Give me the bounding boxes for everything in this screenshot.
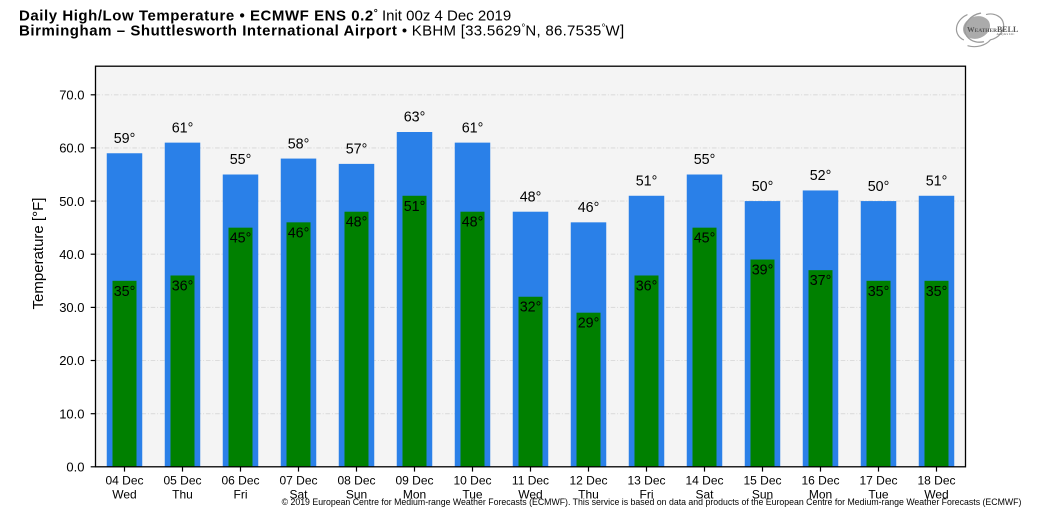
svg-text:WEATHERBELL: WEATHERBELL [967, 25, 1018, 34]
svg-text:55°: 55° [694, 152, 716, 168]
svg-text:30.0: 30.0 [59, 300, 84, 315]
svg-text:© 2019 European Centre for Med: © 2019 European Centre for Medium-range … [282, 497, 1022, 507]
svg-text:50°: 50° [752, 179, 774, 195]
svg-text:35°: 35° [868, 284, 890, 300]
svg-text:48°: 48° [346, 215, 368, 231]
svg-text:36°: 36° [636, 279, 658, 295]
svg-text:11 Dec: 11 Dec [512, 474, 549, 488]
svg-text:Sat: Sat [695, 488, 714, 502]
svg-text:45°: 45° [230, 231, 252, 247]
svg-text:07 Dec: 07 Dec [279, 474, 317, 488]
svg-text:52°: 52° [810, 168, 832, 184]
svg-text:50°: 50° [868, 179, 890, 195]
svg-text:Tue: Tue [462, 488, 483, 502]
svg-text:Fri: Fri [234, 488, 248, 502]
svg-text:Fri: Fri [640, 488, 654, 502]
svg-text:Wed: Wed [518, 488, 542, 502]
svg-text:51°: 51° [404, 199, 426, 215]
svg-text:50.0: 50.0 [59, 194, 84, 209]
svg-text:10.0: 10.0 [59, 406, 84, 421]
svg-text:13 Dec: 13 Dec [627, 474, 665, 488]
svg-text:32°: 32° [520, 300, 542, 316]
svg-text:0.0: 0.0 [66, 460, 84, 475]
svg-text:37°: 37° [810, 273, 832, 289]
svg-text:Daily High/Low Temperature • E: Daily High/Low Temperature • ECMWF ENS 0… [19, 7, 511, 24]
svg-text:08 Dec: 08 Dec [337, 474, 375, 488]
svg-text:Birmingham – Shuttlesworth Int: Birmingham – Shuttlesworth International… [19, 22, 624, 39]
svg-text:40.0: 40.0 [59, 247, 84, 262]
svg-text:63°: 63° [404, 110, 426, 126]
svg-text:17 Dec: 17 Dec [859, 474, 897, 488]
svg-text:06 Dec: 06 Dec [221, 474, 259, 488]
svg-text:51°: 51° [636, 174, 658, 190]
svg-text:57°: 57° [346, 142, 368, 158]
svg-text:45°: 45° [694, 231, 716, 247]
svg-text:Mon: Mon [403, 488, 426, 502]
svg-text:Wed: Wed [924, 488, 948, 502]
svg-text:55°: 55° [230, 152, 252, 168]
svg-text:35°: 35° [114, 284, 136, 300]
svg-text:58°: 58° [288, 136, 310, 152]
svg-text:61°: 61° [172, 120, 194, 136]
svg-text:Temperature [°F]: Temperature [°F] [30, 198, 47, 310]
svg-text:35°: 35° [926, 284, 948, 300]
svg-text:Mon: Mon [809, 488, 832, 502]
svg-text:04 Dec: 04 Dec [105, 474, 143, 488]
svg-text:48°: 48° [462, 215, 484, 231]
svg-text:15 Dec: 15 Dec [743, 474, 781, 488]
svg-text:Thu: Thu [578, 488, 599, 502]
svg-text:61°: 61° [462, 120, 484, 136]
svg-text:05 Dec: 05 Dec [163, 474, 201, 488]
svg-text:Wed: Wed [112, 488, 136, 502]
svg-text:20.0: 20.0 [59, 353, 84, 368]
svg-text:60.0: 60.0 [59, 141, 84, 156]
svg-text:14 Dec: 14 Dec [685, 474, 723, 488]
svg-text:46°: 46° [578, 200, 600, 216]
svg-text:48°: 48° [520, 189, 542, 205]
svg-text:51°: 51° [926, 174, 948, 190]
svg-text:12 Dec: 12 Dec [569, 474, 607, 488]
svg-text:Sat: Sat [289, 488, 308, 502]
svg-text:36°: 36° [172, 279, 194, 295]
svg-text:16 Dec: 16 Dec [801, 474, 839, 488]
svg-text:29°: 29° [578, 316, 600, 332]
svg-text:70.0: 70.0 [59, 88, 84, 103]
svg-text:59°: 59° [114, 131, 136, 147]
svg-text:Analytics LLC: Analytics LLC [997, 32, 1015, 36]
svg-text:18 Dec: 18 Dec [917, 474, 955, 488]
svg-text:Tue: Tue [868, 488, 889, 502]
svg-text:Sun: Sun [752, 488, 773, 502]
svg-text:46°: 46° [288, 225, 310, 241]
svg-text:09 Dec: 09 Dec [395, 474, 433, 488]
svg-text:10 Dec: 10 Dec [453, 474, 491, 488]
svg-text:Thu: Thu [172, 488, 193, 502]
svg-text:Sun: Sun [346, 488, 367, 502]
svg-text:39°: 39° [752, 263, 774, 279]
